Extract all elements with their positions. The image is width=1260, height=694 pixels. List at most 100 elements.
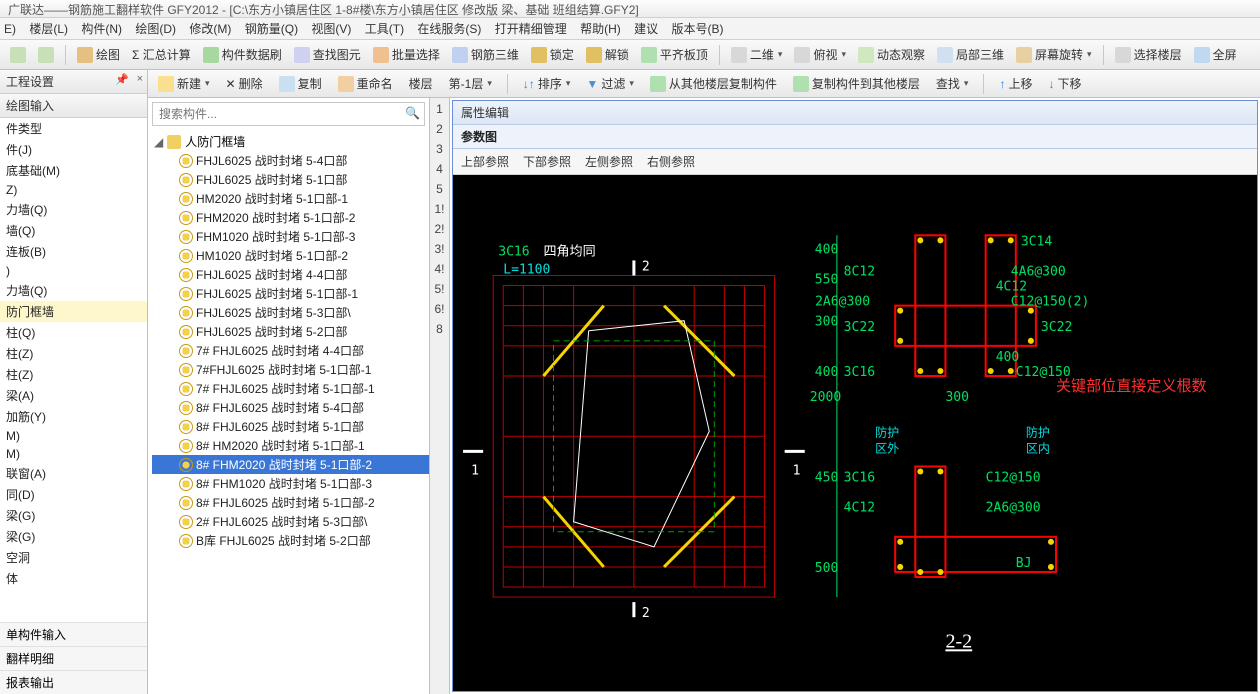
find-button[interactable]: 查找▾ <box>932 73 973 94</box>
type-item[interactable]: 梁(G) <box>0 526 147 547</box>
delete-button[interactable]: ✕ 删除 <box>222 73 267 94</box>
tree-item[interactable]: 8# FHJL6025 战时封堵 5-4口部 <box>152 398 429 417</box>
type-item[interactable]: M) <box>0 445 147 463</box>
collapse-icon[interactable]: ◢ <box>154 135 163 149</box>
tree-item[interactable]: 8# FHM1020 战时封堵 5-1口部-3 <box>152 474 429 493</box>
tree-item[interactable]: 8# HM2020 战时封堵 5-1口部-1 <box>152 436 429 455</box>
tree-item[interactable]: FHJL6025 战时封堵 5-1口部-1 <box>152 284 429 303</box>
type-item[interactable]: 件(J) <box>0 139 147 160</box>
tree-item[interactable]: 2# FHJL6025 战时封堵 5-3口部\ <box>152 512 429 531</box>
type-item[interactable]: 联窗(A) <box>0 463 147 484</box>
pin-icon[interactable]: 📌 <box>115 73 129 86</box>
lock-button[interactable]: 锁定 <box>527 44 578 65</box>
drawing-button[interactable]: 绘图 <box>73 44 124 65</box>
batch-button[interactable]: 批量选择 <box>369 44 444 65</box>
type-item[interactable]: 力墙(Q) <box>0 199 147 220</box>
movedown-button[interactable]: ↓下移 <box>1044 73 1085 94</box>
new-button[interactable]: 新建▾ <box>154 73 214 94</box>
type-item[interactable]: 防门框墙 <box>0 301 147 322</box>
redo-icon[interactable] <box>34 45 58 65</box>
panel-head-drawinput[interactable]: 绘图输入 <box>0 94 147 118</box>
menu-item[interactable]: 工具(T) <box>365 22 404 36</box>
type-item[interactable]: Z) <box>0 181 147 199</box>
menu-item[interactable]: 绘图(D) <box>135 22 176 36</box>
view2d-button[interactable]: 二维▾ <box>727 44 787 65</box>
tree-item[interactable]: B库 FHJL6025 战时封堵 5-2口部 <box>152 531 429 550</box>
sort-button[interactable]: ↓↑排序▾ <box>519 73 575 94</box>
tree-root-label[interactable]: 人防门框墙 <box>185 133 245 150</box>
menu-item[interactable]: 修改(M) <box>189 22 231 36</box>
tab-top-ref[interactable]: 上部参照 <box>461 153 509 170</box>
tree-item[interactable]: 8# FHJL6025 战时封堵 5-1口部 <box>152 417 429 436</box>
panel-head-settings[interactable]: 工程设置📌× <box>0 70 147 94</box>
unlock-button[interactable]: 解锁 <box>582 44 633 65</box>
menu-item[interactable]: 视图(V) <box>311 22 351 36</box>
tree-item[interactable]: 7# FHJL6025 战时封堵 4-4口部 <box>152 341 429 360</box>
fullscreen-button[interactable]: 全屏 <box>1190 44 1241 65</box>
type-item[interactable]: 梁(G) <box>0 505 147 526</box>
tree-item[interactable]: FHM2020 战时封堵 5-1口部-2 <box>152 208 429 227</box>
menu-item[interactable]: 在线服务(S) <box>417 22 481 36</box>
tree-item[interactable]: 8# FHJL6025 战时封堵 5-1口部-2 <box>152 493 429 512</box>
type-item[interactable]: 件类型 <box>0 118 147 139</box>
rename-button[interactable]: 重命名 <box>334 73 397 94</box>
menu-item[interactable]: 帮助(H) <box>580 22 621 36</box>
tab-bottom-ref[interactable]: 下部参照 <box>523 153 571 170</box>
type-item[interactable]: 底基础(M) <box>0 160 147 181</box>
tab-right-ref[interactable]: 右侧参照 <box>647 153 695 170</box>
local3d-button[interactable]: 局部三维 <box>933 44 1008 65</box>
sellayer-button[interactable]: 选择楼层 <box>1111 44 1186 65</box>
tree-item[interactable]: FHJL6025 战时封堵 5-2口部 <box>152 322 429 341</box>
menu-item[interactable]: E) <box>4 22 16 36</box>
close-icon[interactable]: × <box>137 73 143 85</box>
type-item[interactable]: 空洞 <box>0 547 147 568</box>
overlook-button[interactable]: 俯视▾ <box>790 44 850 65</box>
tab-single-input[interactable]: 单构件输入 <box>0 622 147 646</box>
sum-button[interactable]: Σ 汇总计算 <box>128 44 195 65</box>
align-button[interactable]: 平齐板顶 <box>637 44 712 65</box>
tab-detail[interactable]: 翻样明细 <box>0 646 147 670</box>
copyfrom-button[interactable]: 从其他楼层复制构件 <box>646 73 781 94</box>
tree-item[interactable]: FHJL6025 战时封堵 5-4口部 <box>152 151 429 170</box>
menu-item[interactable]: 楼层(L) <box>29 22 68 36</box>
type-item[interactable]: 梁(A) <box>0 385 147 406</box>
drawing-canvas[interactable]: 1 1 2 2 3C16 四角均同 L=1100 400 550 300 400… <box>453 175 1257 691</box>
tree-item[interactable]: FHJL6025 战时封堵 4-4口部 <box>152 265 429 284</box>
menu-item[interactable]: 钢筋量(Q) <box>245 22 298 36</box>
tree-item[interactable]: 8# FHM2020 战时封堵 5-1口部-2 <box>152 455 429 474</box>
menu-item[interactable]: 版本号(B) <box>672 22 724 36</box>
type-item[interactable]: 墙(Q) <box>0 220 147 241</box>
rebar3d-button[interactable]: 钢筋三维 <box>448 44 523 65</box>
floor-select[interactable]: 第-1层▾ <box>445 73 496 94</box>
tree-item[interactable]: HM2020 战时封堵 5-1口部-1 <box>152 189 429 208</box>
type-item[interactable]: 柱(Q) <box>0 322 147 343</box>
tree-item[interactable]: HM1020 战时封堵 5-1口部-2 <box>152 246 429 265</box>
type-item[interactable]: 同(D) <box>0 484 147 505</box>
refresh-button[interactable]: 构件数据刷 <box>199 44 286 65</box>
undo-icon[interactable] <box>6 45 30 65</box>
type-item[interactable]: 力墙(Q) <box>0 280 147 301</box>
copy-button[interactable]: 复制 <box>275 73 326 94</box>
find-button[interactable]: 查找图元 <box>290 44 365 65</box>
tab-report[interactable]: 报表输出 <box>0 670 147 694</box>
type-item[interactable]: 柱(Z) <box>0 364 147 385</box>
moveup-button[interactable]: ↑上移 <box>995 73 1036 94</box>
type-item[interactable]: 柱(Z) <box>0 343 147 364</box>
search-input[interactable] <box>153 103 424 125</box>
filter-button[interactable]: ▼过滤▾ <box>582 73 637 94</box>
dynview-button[interactable]: 动态观察 <box>854 44 929 65</box>
copyto-button[interactable]: 复制构件到其他楼层 <box>789 73 924 94</box>
tab-left-ref[interactable]: 左侧参照 <box>585 153 633 170</box>
type-item[interactable]: 体 <box>0 568 147 589</box>
tree-item[interactable]: 7# FHJL6025 战时封堵 5-1口部-1 <box>152 379 429 398</box>
type-item[interactable]: 加筋(Y) <box>0 406 147 427</box>
tree-item[interactable]: FHJL6025 战时封堵 5-1口部 <box>152 170 429 189</box>
menu-item[interactable]: 构件(N) <box>81 22 122 36</box>
screenrot-button[interactable]: 屏幕旋转▾ <box>1012 44 1096 65</box>
type-item[interactable]: M) <box>0 427 147 445</box>
type-item[interactable]: ) <box>0 262 147 280</box>
type-item[interactable]: 连板(B) <box>0 241 147 262</box>
menu-item[interactable]: 建议 <box>634 22 658 36</box>
tree-item[interactable]: FHM1020 战时封堵 5-1口部-3 <box>152 227 429 246</box>
search-icon[interactable]: 🔍 <box>405 106 420 120</box>
